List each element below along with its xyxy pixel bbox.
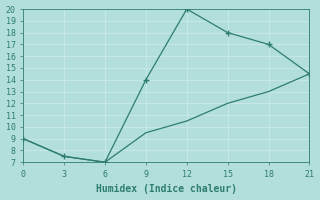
X-axis label: Humidex (Indice chaleur): Humidex (Indice chaleur) — [96, 184, 237, 194]
